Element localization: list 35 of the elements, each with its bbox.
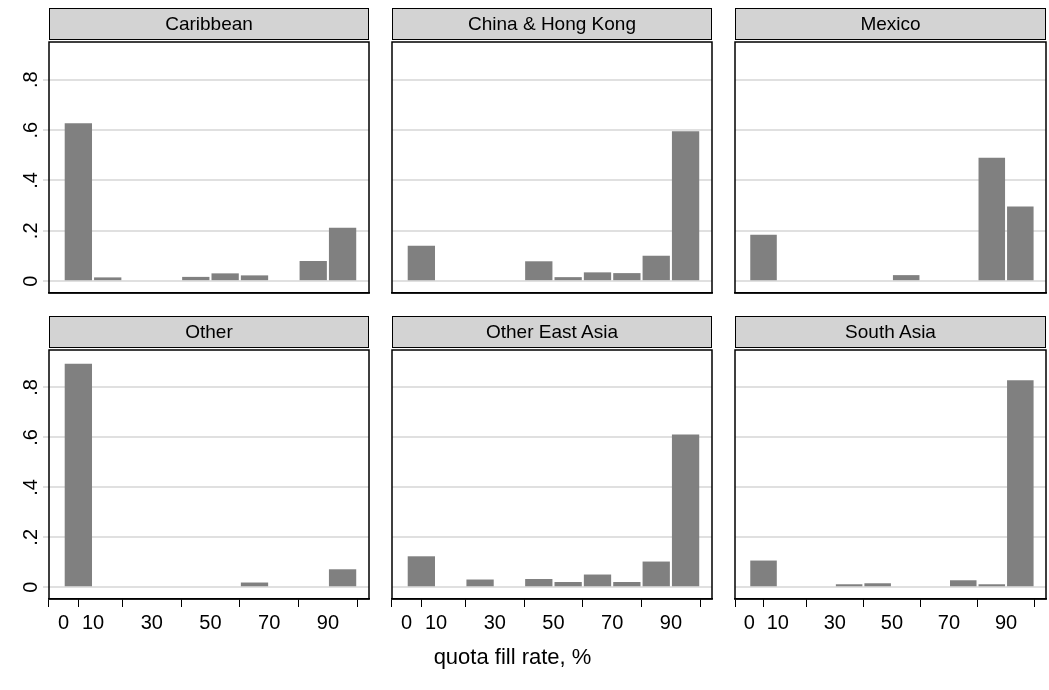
chart-title: Other: [49, 316, 369, 348]
y-tick-label: .8: [18, 379, 41, 396]
chart-title: Caribbean: [49, 8, 369, 40]
x-tick-label: 70: [258, 610, 281, 633]
chart-title: South Asia: [735, 316, 1046, 348]
x-tick-label: 50: [880, 610, 904, 633]
x-tick-label: 0: [743, 610, 755, 633]
x-tick-label: 30: [483, 610, 506, 633]
x-tick-label: 0: [58, 610, 70, 633]
y-tick-label: .4: [18, 172, 41, 189]
x-tick-label: 90: [994, 610, 1018, 633]
y-tick-label: .8: [18, 71, 41, 89]
x-tick-label: 50: [199, 610, 222, 633]
x-tick-label: 0: [401, 610, 413, 633]
x-tick-label: 90: [316, 610, 340, 633]
y-tick-label: 0: [18, 581, 41, 593]
x-tick-label: 70: [937, 610, 961, 633]
y-tick-label: .2: [18, 528, 41, 546]
chart-title: China & Hong Kong: [392, 8, 712, 40]
x-tick-label: 50: [542, 610, 565, 633]
y-tick-label: .6: [18, 121, 41, 139]
y-tick-label: .6: [18, 429, 41, 446]
chart-title: Other East Asia: [392, 316, 712, 348]
x-tick-label: 90: [659, 610, 683, 633]
x-tick-label: 30: [823, 610, 846, 633]
chart-title: Mexico: [735, 8, 1046, 40]
x-tick-label: 10: [81, 610, 105, 633]
x-tick-label: 70: [601, 610, 624, 633]
x-axis-title: quota fill rate, %: [432, 644, 593, 670]
x-tick-label: 10: [424, 610, 448, 633]
y-tick-label: .2: [18, 222, 41, 240]
y-tick-label: 0: [18, 275, 41, 287]
x-tick-label: 30: [140, 610, 163, 633]
x-tick-label: 10: [766, 610, 789, 633]
y-tick-label: .4: [18, 479, 41, 496]
